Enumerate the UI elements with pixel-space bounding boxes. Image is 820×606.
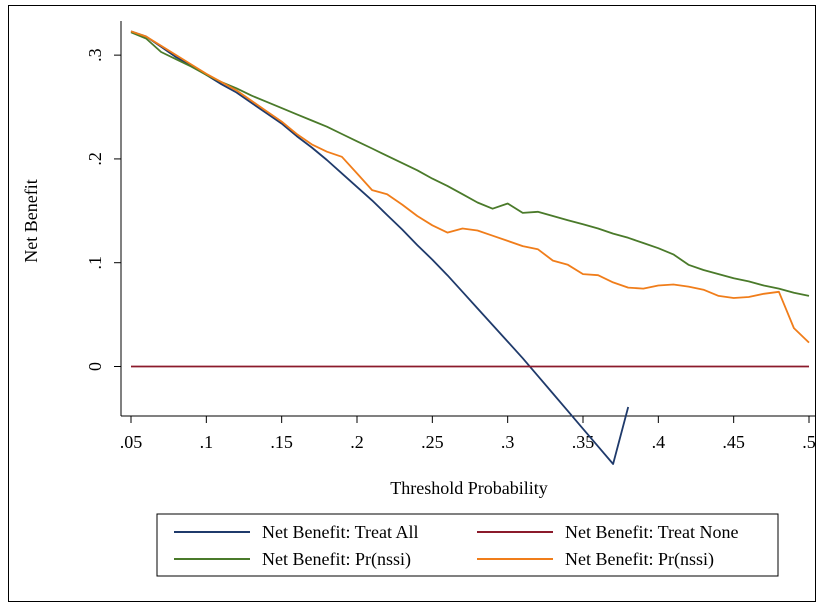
series-line-0 [130,30,630,465]
legend-label-2: Net Benefit: Pr(nssi) [262,549,411,570]
x-tick-label: .15 [270,432,293,452]
legend-box [156,513,779,577]
x-axis-label: Threshold Probability [390,478,547,498]
y-tick-label: .1 [85,256,105,270]
y-axis: 0 .1 .2 .3 [85,21,122,416]
y-tick-label: .3 [85,48,105,62]
x-axis: .05 .1 .15 .2 .25 .3 .35 .4 .45 .5 [120,415,815,452]
legend: Net Benefit: Treat All Net Benefit: Treat… [156,513,779,577]
chart-frame: 0 .1 .2 .3 .05 .1 .15 .2 .25 .3 .35 .4 .45 .5 Thresh… [8,5,816,602]
y-axis-label: Net Benefit [21,179,41,262]
series-layer [130,30,810,465]
x-tick-label: .1 [200,432,214,452]
x-tick-label: .35 [572,432,595,452]
x-tick-label: .3 [501,432,515,452]
x-tick-label: .4 [652,432,666,452]
x-tick-label: .2 [350,432,364,452]
y-tick-label: 0 [85,362,105,371]
x-tick-label: .05 [120,432,143,452]
decision-curve-chart: 0 .1 .2 .3 .05 .1 .15 .2 .25 .3 .35 .4 .45 .5 Thresh… [21,21,815,577]
series-line-2 [130,31,810,297]
y-tick-label: .2 [85,152,105,166]
x-tick-label: .5 [802,432,815,452]
plot-area [121,21,815,416]
legend-label-0: Net Benefit: Treat All [262,522,419,542]
legend-label-1: Net Benefit: Treat None [565,522,738,542]
x-tick-label: .25 [421,432,444,452]
x-tick-label: .45 [722,432,745,452]
legend-label-3: Net Benefit: Pr(nssi) [565,549,714,570]
series-line-3 [130,30,810,344]
